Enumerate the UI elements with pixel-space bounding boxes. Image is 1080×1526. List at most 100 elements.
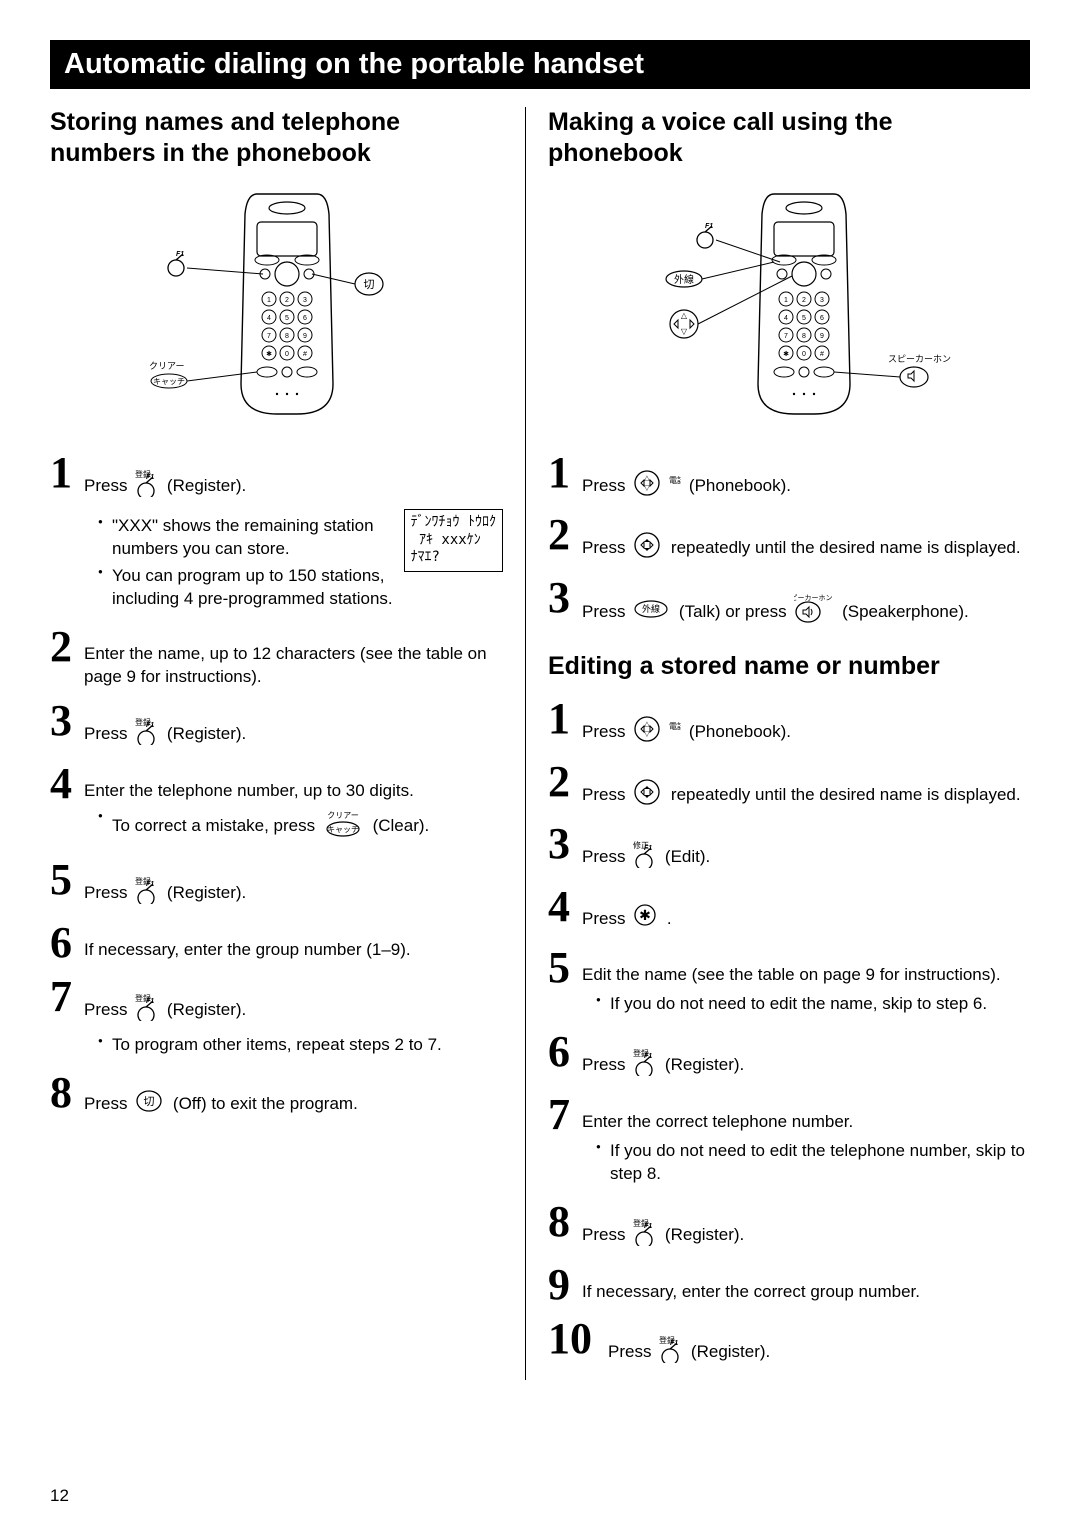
- right-heading-a: Making a voice call using the phonebook: [548, 107, 1030, 170]
- nav-updown-icon: [633, 778, 663, 813]
- text: (Phonebook).: [689, 475, 791, 494]
- f1-icon: 登録: [135, 469, 159, 504]
- step-number: 8: [50, 1071, 80, 1115]
- text: Press: [84, 1000, 132, 1019]
- off-icon: [135, 1089, 165, 1120]
- step-number: 1: [50, 451, 80, 495]
- step-number: 4: [50, 762, 80, 806]
- text: Enter the correct telephone number.: [582, 1112, 853, 1131]
- step-number: 2: [50, 625, 80, 669]
- step-text: Press 登録 (Register).: [582, 1030, 1030, 1083]
- step-number: 5: [50, 858, 80, 902]
- f1-icon: 登録: [633, 1048, 657, 1083]
- step-text: Press 登録 (Register).: [84, 699, 503, 752]
- text: Press: [582, 1055, 630, 1074]
- step-text: Press 登録 (Register). To program other it…: [84, 975, 503, 1061]
- text: Press: [582, 909, 630, 928]
- step-number: 2: [548, 760, 578, 804]
- bullet: To program other items, repeat steps 2 t…: [98, 1034, 503, 1057]
- step-number: 1: [548, 697, 578, 741]
- step-text: Press repeatedly until the desired name …: [582, 513, 1030, 566]
- text: Press: [582, 538, 630, 557]
- right-a-step-2: 2 Press repeatedly until the desired nam…: [548, 513, 1030, 566]
- text: .: [667, 909, 672, 928]
- nav-icon: 電話帳: [633, 469, 681, 504]
- step-number: 8: [548, 1200, 578, 1244]
- step-text: Press repeatedly until the desired name …: [582, 760, 1030, 813]
- text: Press: [84, 1094, 132, 1113]
- right-b-step-3: 3 Press 修正 (Edit).: [548, 822, 1030, 875]
- left-step-4: 4 Enter the telephone number, up to 30 d…: [50, 762, 503, 848]
- text: (Register).: [167, 883, 246, 902]
- column-left: Storing names and telephone numbers in t…: [50, 107, 525, 1380]
- svg-text:△: △: [681, 311, 688, 320]
- step-number: 3: [548, 576, 578, 620]
- step-number: 7: [50, 975, 80, 1019]
- step-number: 1: [548, 451, 578, 495]
- page-title-bar: Automatic dialing on the portable handse…: [50, 40, 1030, 89]
- text: Press: [582, 1225, 630, 1244]
- right-a-step-1: 1 Press 電話帳 (Phonebook).: [548, 451, 1030, 504]
- left-step-2: 2 Enter the name, up to 12 characters (s…: [50, 625, 503, 689]
- left-step-5: 5 Press 登録 (Register).: [50, 858, 503, 911]
- text: (Register).: [691, 1342, 770, 1361]
- text: (Clear).: [373, 816, 430, 835]
- f1-icon: 登録: [135, 876, 159, 911]
- step-number: 4: [548, 885, 578, 929]
- right-a-step-3: 3 Press (Talk) or press スピーカーホン (Speaker…: [548, 576, 1030, 631]
- text: Press: [84, 724, 132, 743]
- bullet: If you do not need to edit the name, ski…: [596, 993, 1030, 1016]
- svg-text:切: 切: [363, 278, 374, 291]
- step-text: Press 電話帳 (Phonebook).: [582, 697, 1030, 750]
- left-step-7: 7 Press 登録 (Register). To program other …: [50, 975, 503, 1061]
- step-text: Edit the name (see the table on page 9 f…: [582, 946, 1030, 1020]
- text: To correct a mistake, press: [112, 816, 320, 835]
- step-text: Press 登録 (Register).: [582, 1200, 1030, 1253]
- step-text: Press 電話帳 (Phonebook).: [582, 451, 1030, 504]
- text: Press: [582, 847, 630, 866]
- step-text: If necessary, enter the correct group nu…: [582, 1263, 1030, 1304]
- step-text: Press (Talk) or press スピーカーホン (Speakerph…: [582, 576, 1030, 631]
- right-b-step-10: 10 Press 登録 (Register).: [548, 1317, 1030, 1370]
- step-number: 10: [548, 1317, 604, 1361]
- columns: Storing names and telephone numbers in t…: [50, 107, 1030, 1380]
- svg-text:キャッチ: キャッチ: [153, 377, 185, 386]
- text: Press: [84, 475, 132, 494]
- right-b-step-2: 2 Press repeatedly until the desired nam…: [548, 760, 1030, 813]
- column-right: Making a voice call using the phonebook …: [525, 107, 1030, 1380]
- speaker-icon: スピーカーホン: [794, 594, 834, 631]
- text: Press: [582, 602, 630, 621]
- step-text: Enter the telephone number, up to 30 dig…: [84, 762, 503, 848]
- step-text: Press 登録 (Register). "XXX" shows the rem…: [84, 451, 503, 616]
- text: Press: [582, 784, 630, 803]
- left-step-6: 6 If necessary, enter the group number (…: [50, 921, 503, 965]
- f1-icon: 登録: [135, 717, 159, 752]
- step-text: Press (Off) to exit the program.: [84, 1071, 503, 1120]
- page-number: 12: [50, 1486, 69, 1506]
- right-b-step-4: 4 Press .: [548, 885, 1030, 936]
- step-1-bullets: "XXX" shows the remaining station number…: [84, 515, 394, 611]
- text: (Register).: [665, 1055, 744, 1074]
- text: Press: [582, 722, 630, 741]
- svg-text:電話帳: 電話帳: [669, 475, 681, 485]
- nav-icon: 電話帳: [633, 715, 681, 750]
- text: (Register).: [167, 475, 246, 494]
- text: (Off) to exit the program.: [173, 1094, 358, 1113]
- nav-updown-icon: [633, 531, 663, 566]
- clear-icon: [323, 809, 365, 844]
- text: (Talk) or press: [679, 602, 791, 621]
- bullet: You can program up to 150 stations, incl…: [98, 565, 394, 611]
- step-number: 7: [548, 1093, 578, 1137]
- handset-figure-left: クリアー キャッチ 切: [50, 184, 503, 429]
- step-text: Press 登録 (Register).: [608, 1317, 1030, 1370]
- text: repeatedly until the desired name is dis…: [671, 538, 1021, 557]
- text: Press: [582, 475, 630, 494]
- f1-edit-icon: 修正: [633, 840, 657, 875]
- step-text: Enter the name, up to 12 characters (see…: [84, 625, 503, 689]
- bullet: To correct a mistake, press (Clear).: [98, 809, 503, 844]
- bullet: "XXX" shows the remaining station number…: [98, 515, 394, 561]
- step-number: 9: [548, 1263, 578, 1307]
- step-number: 5: [548, 946, 578, 990]
- text: (Phonebook).: [689, 722, 791, 741]
- text: (Edit).: [665, 847, 710, 866]
